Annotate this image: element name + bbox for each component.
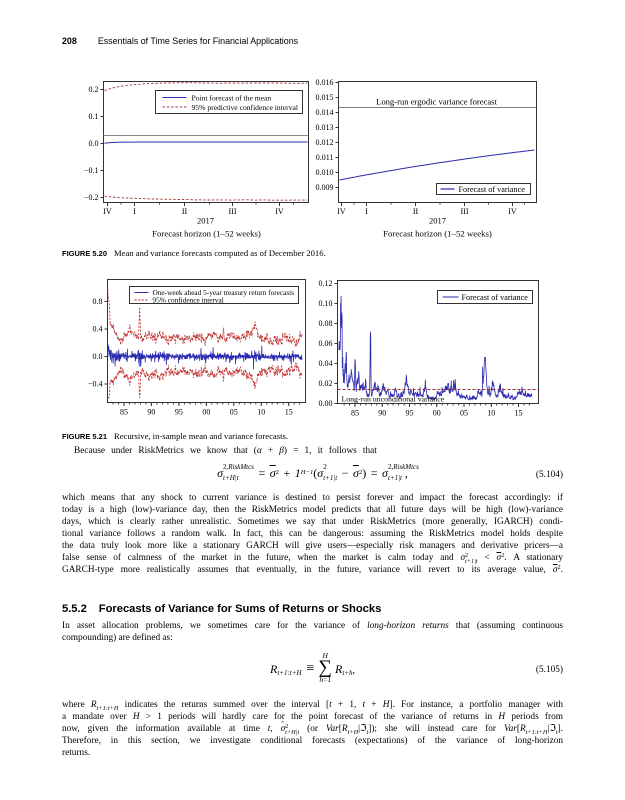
svg-text:IV: IV xyxy=(103,207,112,216)
svg-text:95: 95 xyxy=(406,409,414,418)
svg-text:00: 00 xyxy=(433,409,441,418)
svg-text:Point forecast of the mean: Point forecast of the mean xyxy=(192,93,272,102)
svg-text:−0.4: −0.4 xyxy=(88,380,103,389)
svg-text:0.016: 0.016 xyxy=(316,78,334,87)
svg-text:10: 10 xyxy=(487,409,495,418)
svg-text:0.015: 0.015 xyxy=(316,93,334,102)
svg-text:05: 05 xyxy=(230,408,238,417)
svg-text:0.013: 0.013 xyxy=(316,123,334,132)
svg-text:II: II xyxy=(182,207,188,216)
svg-text:0.1: 0.1 xyxy=(89,112,99,121)
svg-text:0.8: 0.8 xyxy=(93,297,103,306)
svg-text:0.0: 0.0 xyxy=(89,139,99,148)
svg-text:III: III xyxy=(461,207,469,216)
svg-text:0.06: 0.06 xyxy=(319,339,333,348)
svg-text:95: 95 xyxy=(175,408,183,417)
svg-text:Long-run ergodic variance fore: Long-run ergodic variance forecast xyxy=(376,97,497,107)
svg-text:0.014: 0.014 xyxy=(316,108,334,117)
svg-text:0.04: 0.04 xyxy=(319,359,333,368)
svg-text:0.02: 0.02 xyxy=(319,379,333,388)
svg-text:0.00: 0.00 xyxy=(319,399,333,408)
svg-text:95% predictive confidence inte: 95% predictive confidence interval xyxy=(192,103,298,112)
svg-text:0.009: 0.009 xyxy=(316,183,334,192)
svg-text:−0.1: −0.1 xyxy=(84,166,99,175)
svg-text:Long-run unconditional varianc: Long-run unconditional variance xyxy=(342,395,445,404)
svg-text:II: II xyxy=(413,207,419,216)
svg-text:One-week ahead 5-year treasury: One-week ahead 5-year treasury return fo… xyxy=(153,288,295,297)
svg-text:0.12: 0.12 xyxy=(319,279,333,288)
svg-text:2017: 2017 xyxy=(429,216,446,226)
svg-text:−0.2: −0.2 xyxy=(84,193,99,202)
svg-text:Forecast horizon (1–52 weeks): Forecast horizon (1–52 weeks) xyxy=(383,229,492,239)
svg-text:IV: IV xyxy=(275,207,284,216)
svg-text:I: I xyxy=(133,207,136,216)
svg-text:05: 05 xyxy=(460,409,468,418)
svg-text:10: 10 xyxy=(257,408,265,417)
svg-text:85: 85 xyxy=(351,409,359,418)
svg-text:15: 15 xyxy=(515,409,523,418)
svg-text:0.0: 0.0 xyxy=(93,352,103,361)
svg-text:2017: 2017 xyxy=(197,216,214,226)
svg-text:0.08: 0.08 xyxy=(319,319,333,328)
svg-text:00: 00 xyxy=(202,408,210,417)
svg-text:IV: IV xyxy=(508,207,517,216)
svg-text:III: III xyxy=(229,207,237,216)
svg-text:0.010: 0.010 xyxy=(316,168,334,177)
svg-text:85: 85 xyxy=(120,408,128,417)
svg-text:Forecast of variance: Forecast of variance xyxy=(462,293,529,302)
svg-text:95% confidence interval: 95% confidence interval xyxy=(153,296,224,305)
svg-text:15: 15 xyxy=(285,408,293,417)
svg-text:90: 90 xyxy=(378,409,386,418)
svg-text:90: 90 xyxy=(147,408,155,417)
svg-text:Forecast horizon (1–52 weeks): Forecast horizon (1–52 weeks) xyxy=(152,229,261,239)
svg-text:I: I xyxy=(365,207,368,216)
svg-text:IV: IV xyxy=(337,207,346,216)
svg-text:0.2: 0.2 xyxy=(89,85,99,94)
svg-text:0.011: 0.011 xyxy=(316,153,334,162)
svg-text:Forecast of variance: Forecast of variance xyxy=(459,185,526,194)
svg-text:0.012: 0.012 xyxy=(316,138,334,147)
svg-text:0.4: 0.4 xyxy=(93,325,103,334)
svg-text:0.10: 0.10 xyxy=(319,299,333,308)
